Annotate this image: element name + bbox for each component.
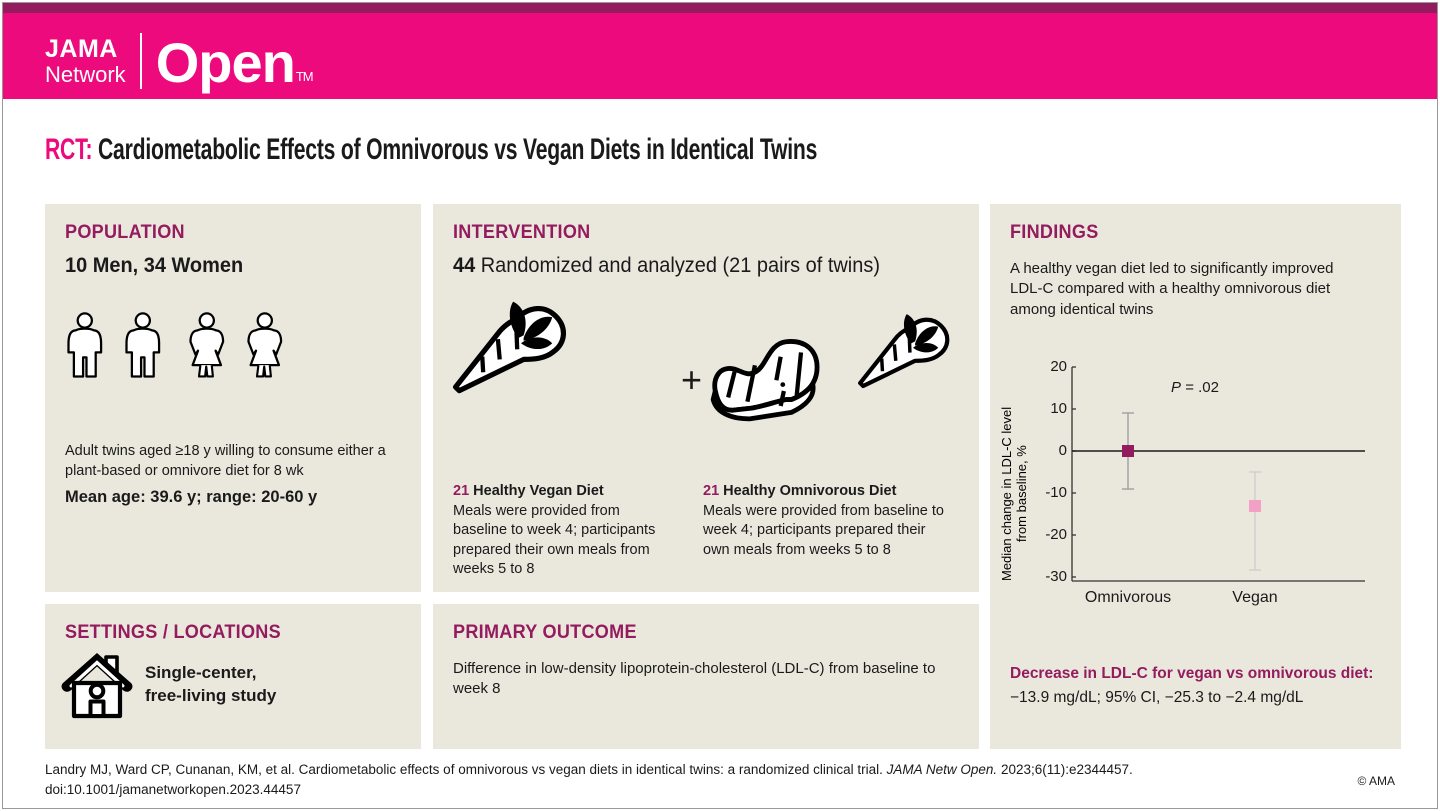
svg-text:-30: -30 bbox=[1045, 568, 1067, 585]
svg-text:10: 10 bbox=[1050, 400, 1067, 417]
svg-text:20: 20 bbox=[1050, 358, 1067, 375]
svg-text:P = .02: P = .02 bbox=[1171, 379, 1219, 396]
svg-text:Vegan: Vegan bbox=[1232, 589, 1277, 606]
svg-text:Omnivorous: Omnivorous bbox=[1085, 589, 1171, 606]
svg-text:-20: -20 bbox=[1045, 526, 1067, 543]
svg-text:0: 0 bbox=[1059, 442, 1067, 459]
svg-text:-10: -10 bbox=[1045, 484, 1067, 501]
